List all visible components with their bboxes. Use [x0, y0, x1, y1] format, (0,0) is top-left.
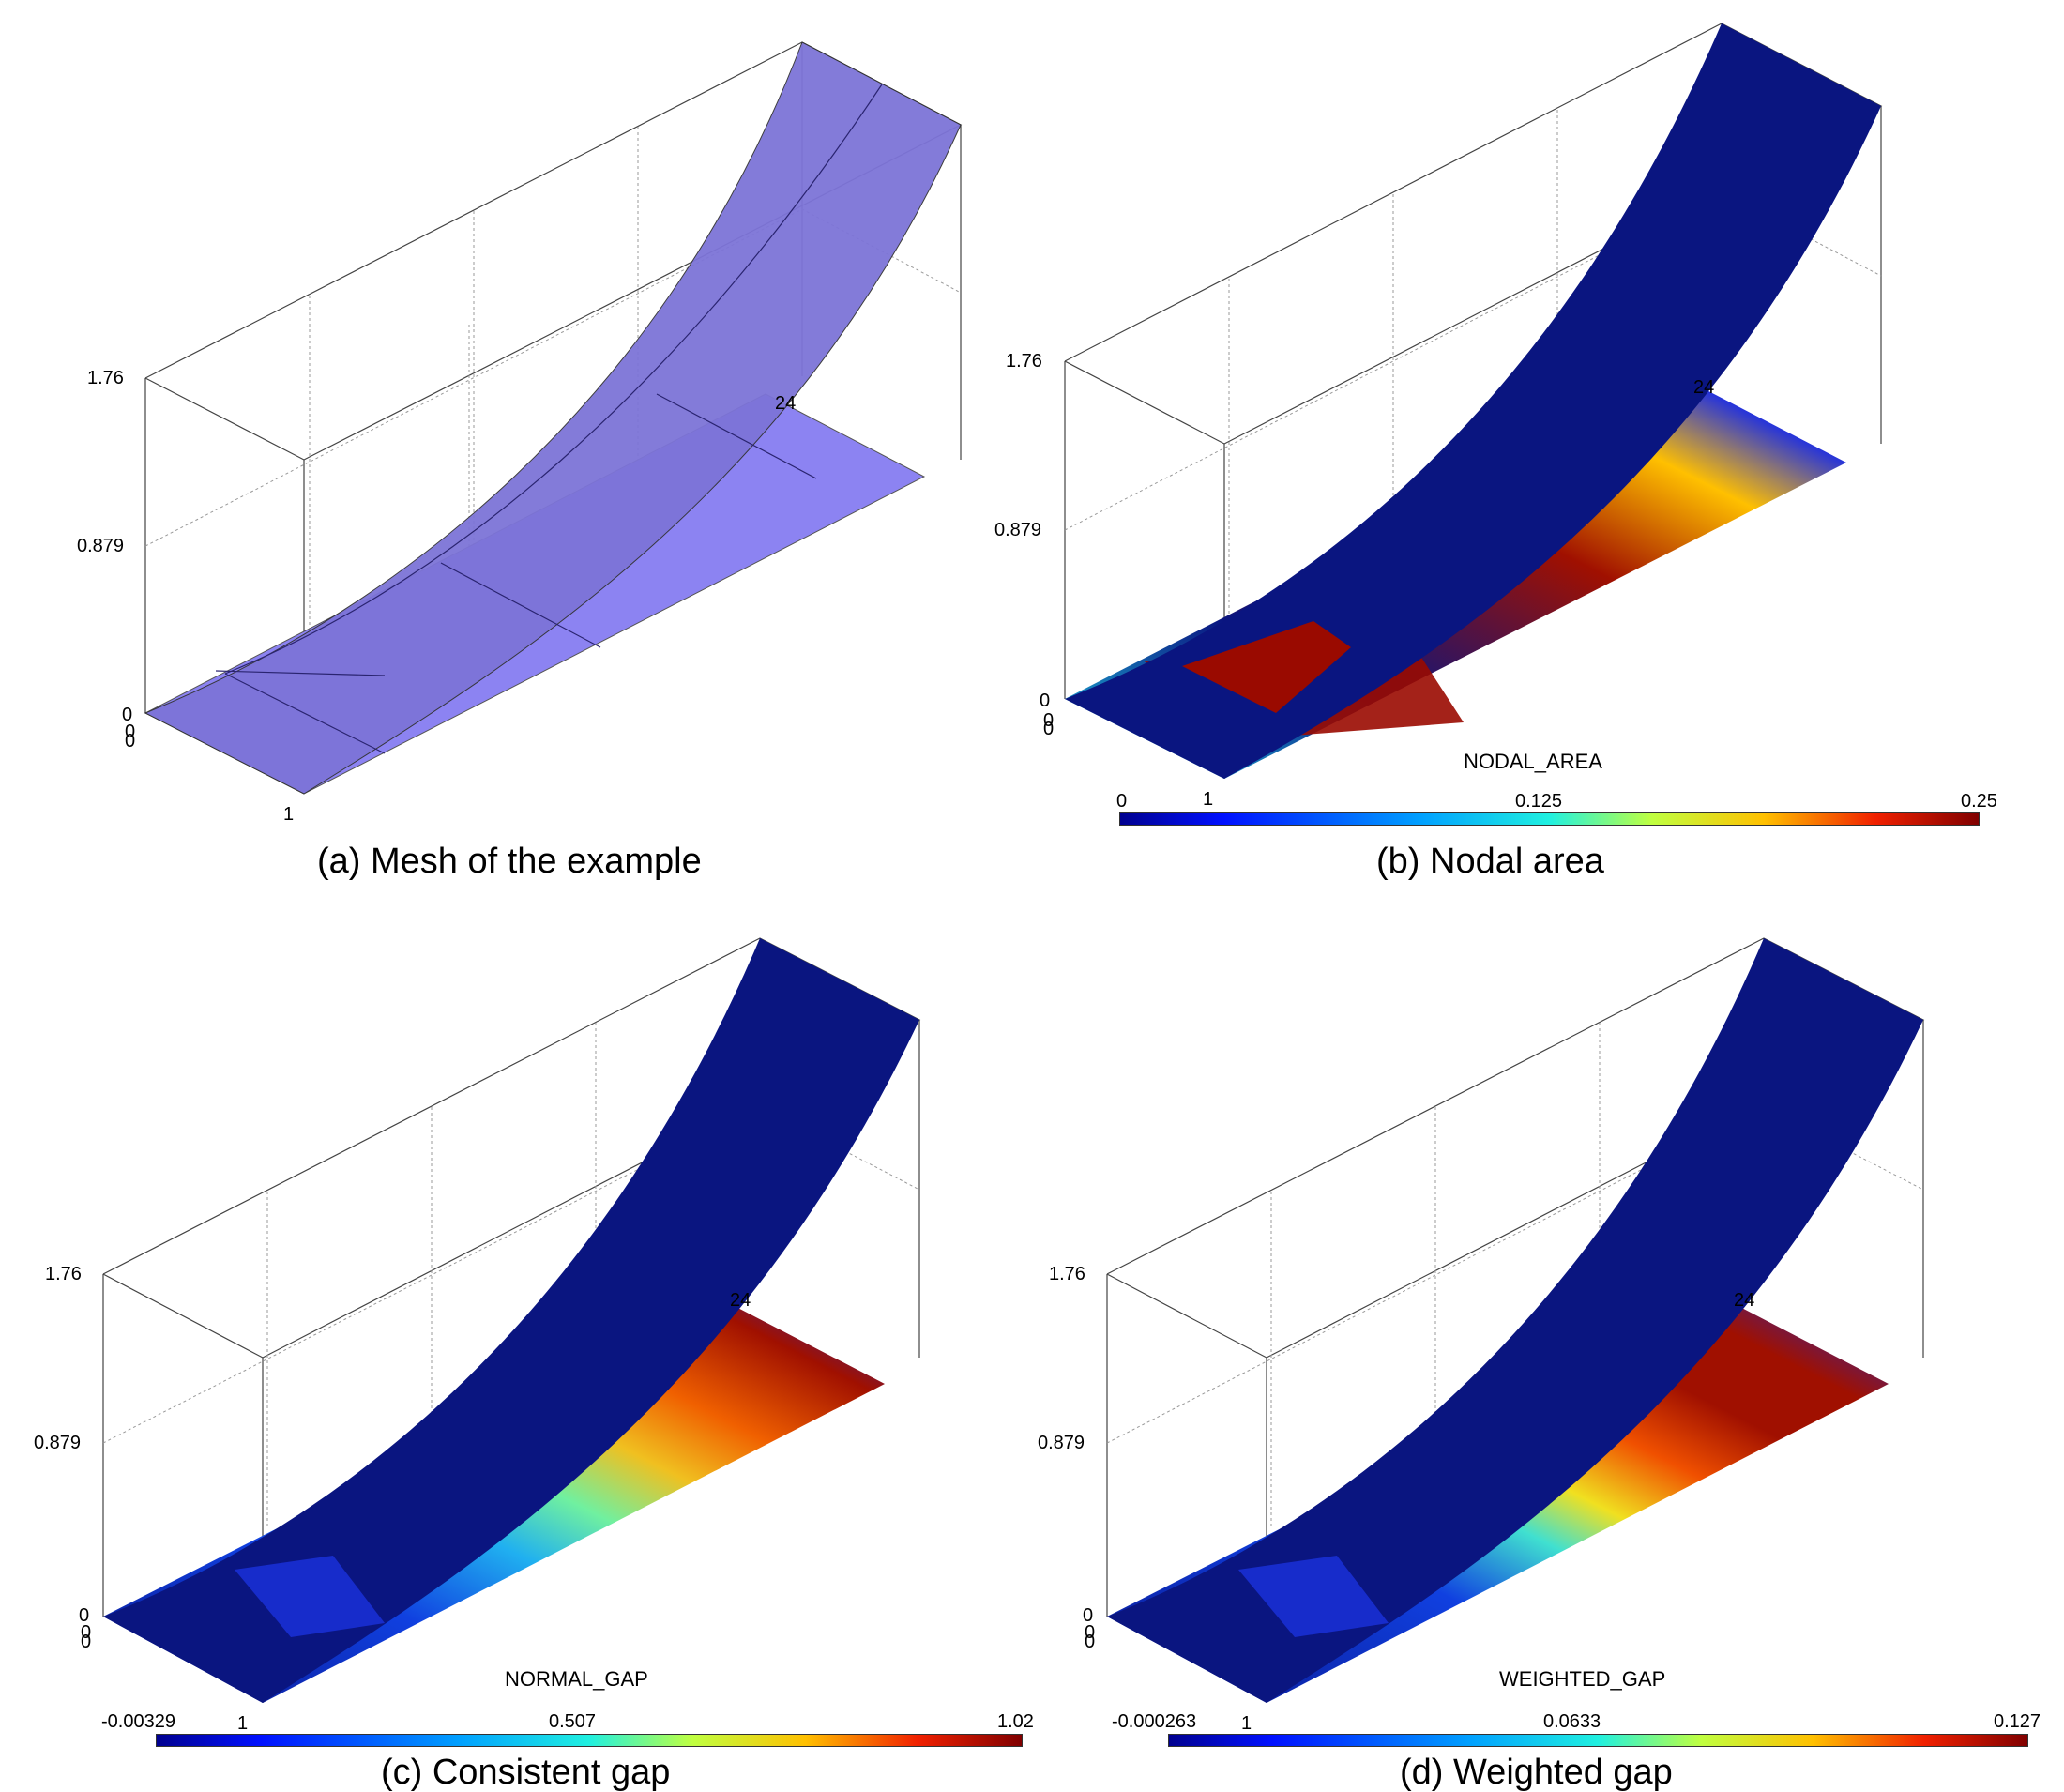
heatmap-plot-b: [1064, 23, 1883, 779]
caption-a: (a) Mesh of the example: [317, 842, 702, 881]
x-tick-far-b: 24: [1693, 377, 1715, 398]
colorbar-c: [156, 1734, 1023, 1747]
heatmap-plot-d: [1106, 937, 1925, 1703]
heatmap-plot-c: [102, 937, 921, 1703]
caption-b: (b) Nodal area: [1376, 842, 1604, 881]
z-tick-zero-d: 0: [1083, 1605, 1094, 1626]
mesh-lines-a: [215, 84, 883, 754]
origin-tick-b2: 0: [1043, 719, 1055, 739]
origin-tick-a2: 0: [125, 731, 136, 752]
colorbar-title-b: NODAL_AREA: [1464, 750, 1602, 773]
origin-tick-c2: 0: [81, 1632, 92, 1652]
colorbar-b: [1119, 812, 1980, 826]
origin-tick-d1: 0: [1085, 1622, 1096, 1643]
panel-b: 1.76 0.879 0 0 0 24 1 NODAL_AREA 0 0.125…: [994, 0, 2064, 901]
origin-tick-a1: 0: [125, 721, 136, 742]
colorbar-mid-c: 0.507: [549, 1711, 597, 1732]
colorbar-min-c: -0.00329: [101, 1711, 175, 1732]
z-tick-top-d: 1.76: [1049, 1264, 1085, 1284]
x-tick-near-c: 1: [237, 1713, 249, 1734]
z-tick-zero-a: 0: [122, 705, 133, 725]
colorbar-max-b: 0.25: [1961, 791, 1997, 812]
colorbar-mid-d: 0.0633: [1543, 1711, 1601, 1732]
colorbar-mid-b: 0.125: [1515, 791, 1563, 812]
caption-c: (c) Consistent gap: [381, 1753, 671, 1792]
z-tick-mid-b: 0.879: [994, 520, 1042, 540]
x-tick-far-a: 24: [775, 393, 797, 414]
mesh-curved-surface-a: [144, 41, 962, 795]
origin-tick-c1: 0: [81, 1622, 92, 1643]
hot-patch-b: [1182, 621, 1351, 713]
z-tick-top-a: 1.76: [87, 368, 124, 388]
colorbar-max-c: 1.02: [997, 1711, 1034, 1732]
origin-tick-d2: 0: [1085, 1632, 1096, 1652]
z-tick-zero-b: 0: [1040, 691, 1051, 711]
z-tick-zero-c: 0: [79, 1605, 90, 1626]
curved-surface-d: [1107, 938, 1923, 1703]
mesh-plot-a: [144, 41, 963, 795]
colorbar-max-d: 0.127: [1994, 1711, 2041, 1732]
z-tick-top-b: 1.76: [1006, 351, 1042, 372]
colorbar-min-b: 0: [1116, 791, 1128, 812]
x-tick-near-b: 1: [1203, 789, 1214, 810]
curved-surface-b: [1065, 23, 1881, 779]
z-tick-mid-c: 0.879: [34, 1433, 82, 1453]
panel-d: 1.76 0.879 0 0 0 24 1 WEIGHTED_GAP -0.00…: [1032, 901, 2064, 1792]
blue-patch-d: [1238, 1556, 1389, 1637]
x-tick-far-d: 24: [1734, 1290, 1755, 1311]
colorbar-title-d: WEIGHTED_GAP: [1499, 1667, 1666, 1691]
x-tick-near-a: 1: [283, 804, 295, 825]
colorbar-d: [1168, 1734, 2028, 1747]
curved-surface-c: [103, 938, 919, 1703]
blue-patch-c: [235, 1556, 385, 1637]
colorbar-title-c: NORMAL_GAP: [505, 1667, 648, 1691]
z-tick-top-c: 1.76: [45, 1264, 82, 1284]
panel-c: 1.76 0.879 0 0 0 24 1 NORMAL_GAP -0.0032…: [0, 901, 1034, 1792]
colorbar-min-d: -0.000263: [1112, 1711, 1197, 1732]
origin-tick-b1: 0: [1043, 710, 1055, 731]
x-tick-far-c: 24: [730, 1290, 751, 1311]
x-tick-near-d: 1: [1241, 1713, 1252, 1734]
z-tick-mid-a: 0.879: [77, 536, 125, 556]
caption-d: (d) Weighted gap: [1400, 1753, 1673, 1792]
z-tick-mid-d: 0.879: [1038, 1433, 1085, 1453]
panel-a: 1.76 0.879 0 0 0 24 1 (a) Mesh of the ex…: [0, 0, 1032, 901]
